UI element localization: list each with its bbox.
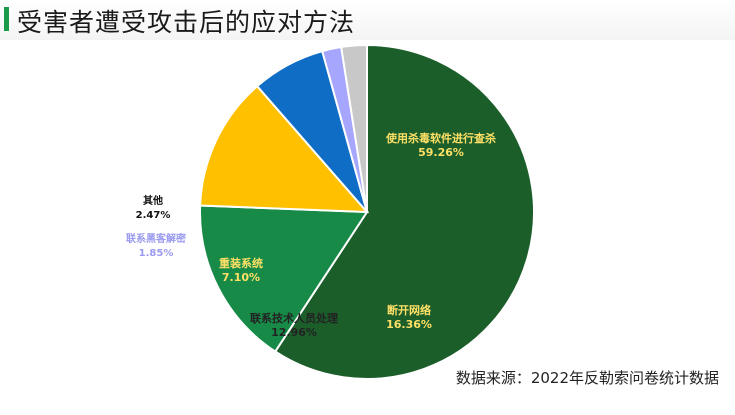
slice-value-label: 59.26%	[418, 146, 464, 159]
pie-slice	[273, 43, 535, 380]
slice-label: 联系黑客解密	[126, 232, 186, 245]
slice-value-label: 1.85%	[139, 248, 174, 259]
pie-slice	[340, 43, 368, 213]
slice-value-label: 2.47%	[136, 210, 171, 221]
slice-value-label: 12.96%	[271, 326, 317, 339]
slice-value-label: 16.36%	[386, 318, 432, 331]
slice-label: 其他	[143, 194, 163, 207]
slice-label: 断开网络	[387, 303, 431, 317]
slice-label: 使用杀毒软件进行查杀	[385, 131, 496, 145]
title-accent-bar	[4, 7, 9, 31]
data-source-note: 数据来源：2022年反勒索问卷统计数据	[455, 369, 719, 387]
pie-slice	[199, 204, 369, 353]
header-bar	[0, 0, 735, 40]
slice-label: 联系技术人员处理	[250, 311, 338, 325]
pie-slice	[199, 84, 370, 214]
chart-title: 受害者遭受攻击后的应对方法	[17, 8, 356, 37]
slice-value-label: 7.10%	[222, 271, 260, 284]
slice-label: 重装系统	[219, 256, 263, 270]
